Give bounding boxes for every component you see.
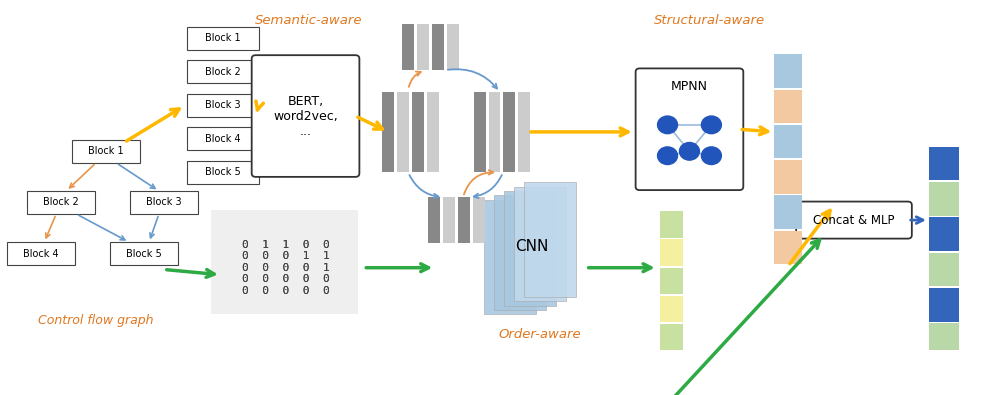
Text: Block 5: Block 5 xyxy=(205,167,240,177)
Bar xyxy=(489,92,500,171)
Bar xyxy=(402,24,414,70)
Text: Concat & MLP: Concat & MLP xyxy=(813,214,895,227)
Bar xyxy=(187,161,258,184)
Text: MPNN: MPNN xyxy=(671,81,708,94)
Bar xyxy=(458,197,470,243)
Bar xyxy=(514,186,566,301)
Text: Order-aware: Order-aware xyxy=(498,328,581,341)
Bar xyxy=(775,196,802,229)
Bar xyxy=(412,92,424,171)
Bar xyxy=(428,197,440,243)
Bar xyxy=(659,381,683,395)
Bar xyxy=(659,239,683,266)
Circle shape xyxy=(701,116,721,134)
Bar xyxy=(659,352,683,379)
Bar xyxy=(928,147,958,181)
Text: Block 1: Block 1 xyxy=(88,146,124,156)
Bar xyxy=(775,160,802,194)
Text: Block 4: Block 4 xyxy=(205,134,240,144)
Bar xyxy=(211,211,358,314)
Bar xyxy=(503,92,515,171)
Bar xyxy=(659,268,683,294)
Bar xyxy=(432,24,444,70)
Text: Block 3: Block 3 xyxy=(205,100,240,111)
Text: Semantic-aware: Semantic-aware xyxy=(255,14,362,27)
Text: Block 3: Block 3 xyxy=(146,198,182,207)
Bar xyxy=(474,92,486,171)
Text: Block 1: Block 1 xyxy=(205,34,240,43)
Bar xyxy=(443,197,455,243)
Bar xyxy=(110,242,178,265)
Bar xyxy=(928,253,958,286)
Bar xyxy=(397,92,409,171)
Circle shape xyxy=(657,147,677,165)
Text: Block 2: Block 2 xyxy=(44,198,79,207)
Text: BERT,
word2vec,
...: BERT, word2vec, ... xyxy=(273,94,338,137)
Text: 0  1  1  0  0
0  0  0  1  1
0  0  0  0  1
0  0  0  0  0
0  0  0  0  0: 0 1 1 0 0 0 0 0 1 1 0 0 0 0 1 0 0 0 0 0 … xyxy=(241,239,330,296)
Bar xyxy=(484,200,536,314)
Bar xyxy=(518,92,530,171)
Bar xyxy=(524,182,576,297)
FancyBboxPatch shape xyxy=(796,201,912,239)
Bar xyxy=(72,140,140,163)
Bar xyxy=(928,323,958,357)
FancyBboxPatch shape xyxy=(251,55,359,177)
Bar xyxy=(775,54,802,88)
Bar xyxy=(187,128,258,150)
Bar xyxy=(659,211,683,238)
Bar xyxy=(775,125,802,158)
Text: 0  1  1  0  0
0  0  0  1  1
0  0  0  0  1
0  0  0  0  0
0  0  0  0  0: 0 1 1 0 0 0 0 0 1 1 0 0 0 0 1 0 0 0 0 0 … xyxy=(241,239,330,296)
Text: Block 2: Block 2 xyxy=(205,67,240,77)
Bar xyxy=(775,90,802,123)
Bar xyxy=(447,24,459,70)
Bar xyxy=(494,196,546,310)
Text: CNN: CNN xyxy=(515,239,548,254)
Bar xyxy=(187,60,258,83)
Bar xyxy=(775,231,802,264)
Circle shape xyxy=(657,116,677,134)
Bar xyxy=(7,242,75,265)
Circle shape xyxy=(679,143,699,160)
Circle shape xyxy=(701,147,721,165)
Bar xyxy=(382,92,394,171)
Text: Structural-aware: Structural-aware xyxy=(653,14,765,27)
Bar xyxy=(928,217,958,251)
Text: Control flow graph: Control flow graph xyxy=(39,314,154,327)
Bar xyxy=(659,324,683,351)
Bar xyxy=(928,182,958,216)
Bar xyxy=(187,94,258,117)
Bar xyxy=(473,197,485,243)
Bar xyxy=(427,92,439,171)
Bar xyxy=(187,27,258,50)
Bar xyxy=(928,288,958,322)
Bar xyxy=(659,296,683,322)
FancyBboxPatch shape xyxy=(636,68,744,190)
Text: Block 4: Block 4 xyxy=(24,248,60,259)
Text: Block 5: Block 5 xyxy=(126,248,162,259)
Bar xyxy=(504,191,556,306)
Bar xyxy=(130,191,198,214)
Bar xyxy=(417,24,429,70)
Bar xyxy=(28,191,95,214)
